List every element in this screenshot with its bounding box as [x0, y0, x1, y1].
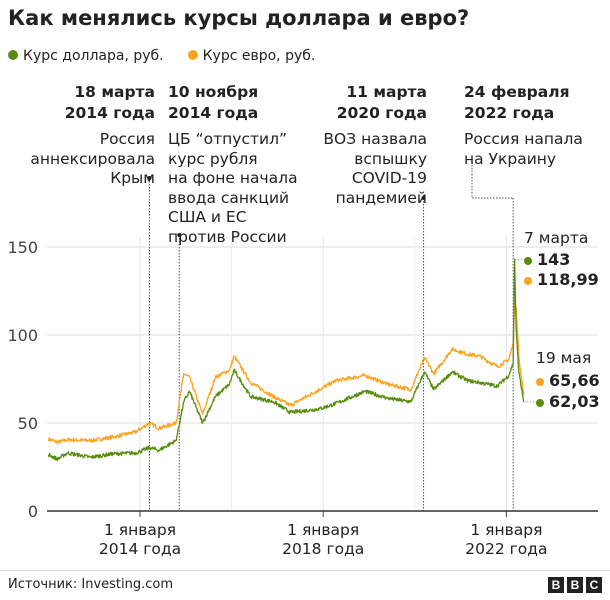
x-tick-label: 1 января [470, 521, 542, 539]
logo-block: B [567, 577, 583, 593]
x-tick-label: 2018 года [282, 540, 364, 558]
series-line [47, 300, 525, 445]
annotation-text: ВОЗ назвала [323, 130, 427, 148]
annotation-text: Россия напала [464, 130, 583, 148]
eur-dot-icon [536, 377, 544, 386]
footer-divider [0, 570, 610, 571]
legend-item-usd: Курс доллара, руб. [8, 48, 164, 64]
annotation-ruble-float: 10 ноября 2014 года ЦБ “отпустил” курс ру… [168, 82, 298, 247]
x-tick-label: 2022 года [465, 540, 547, 558]
source-note: Источник: Investing.com [8, 577, 174, 592]
x-tick-label: 1 января [287, 521, 359, 539]
eur-dot-icon [524, 276, 532, 285]
chart-title: Как менялись курсы доллара и евро? [8, 6, 470, 30]
annotation-heading: 2022 года [464, 104, 555, 122]
annotation-text: вспышку [354, 149, 427, 168]
annotation-text: COVID-19 [351, 169, 427, 187]
annotation-text: пандемией [335, 188, 427, 207]
annotation-crimea: 18 марта 2014 года Россия аннексировала К… [30, 82, 155, 189]
annotation-heading: 24 февраля [464, 83, 570, 101]
annotation-text: на Украину [464, 149, 557, 168]
annotation-heading: 10 ноября [168, 83, 259, 101]
x-tick-label: 1 января [104, 521, 176, 539]
peak-eur-value: 118,99 [537, 270, 599, 289]
legend: Курс доллара, руб. Курс евро, руб. [8, 48, 315, 64]
last-usd-label: 62,03 [536, 392, 600, 411]
y-tick-label: 50 [18, 414, 38, 433]
y-tick-label: 100 [7, 326, 38, 345]
annotation-heading: 2014 года [168, 104, 259, 122]
usd-dot-icon [524, 256, 532, 265]
annotation-heading: 18 марта [74, 83, 155, 101]
annotation-text: США и ЕС [168, 208, 247, 226]
annotation-text: курс рубля [168, 149, 258, 168]
legend-label: Курс евро, руб. [202, 48, 316, 64]
annotation-text: против России [168, 227, 287, 246]
peak-usd-label: 143 [524, 250, 570, 269]
annotation-heading: 2020 года [336, 104, 427, 122]
usd-dot-icon [536, 398, 544, 407]
event-dot [147, 176, 152, 180]
event-connector [471, 162, 514, 199]
annotation-text: аннексировала [30, 149, 155, 168]
series-line [47, 258, 525, 462]
annotation-invasion: 24 февраля 2022 года Россия напала на Укр… [464, 82, 583, 169]
eur-dot-icon [187, 50, 198, 60]
last-eur-value: 65,66 [549, 371, 600, 390]
y-tick-label: 0 [28, 502, 38, 521]
peak-eur-label: 118,99 [524, 270, 599, 289]
usd-dot-icon [8, 50, 18, 60]
legend-item-eur: Курс евро, руб. [187, 48, 316, 64]
event-dot [177, 233, 182, 237]
last-date-label: 19 мая [536, 349, 592, 367]
legend-label: Курс доллара, руб. [23, 48, 164, 64]
annotation-text: Россия [99, 130, 155, 148]
x-tick-label: 2014 года [99, 540, 181, 558]
annotation-text: ЦБ “отпустил” [168, 130, 288, 148]
last-eur-label: 65,66 [536, 371, 600, 390]
annotation-text: Крым [110, 169, 155, 187]
y-tick-label: 150 [7, 238, 38, 257]
annotation-heading: 11 марта [346, 83, 427, 101]
peak-usd-value: 143 [537, 250, 571, 269]
event-dot [421, 196, 426, 200]
bbc-logo: B B C [548, 577, 602, 593]
annotation-text: на фоне начала [168, 169, 298, 187]
logo-block: C [586, 577, 602, 593]
peak-date-label: 7 марта [524, 229, 589, 247]
annotation-covid: 11 марта 2020 года ВОЗ назвала вспышку CO… [323, 82, 427, 208]
annotation-text: ввода санкций [168, 188, 290, 207]
annotation-heading: 2014 года [64, 104, 155, 122]
logo-block: B [548, 577, 564, 593]
last-usd-value: 62,03 [549, 392, 600, 411]
